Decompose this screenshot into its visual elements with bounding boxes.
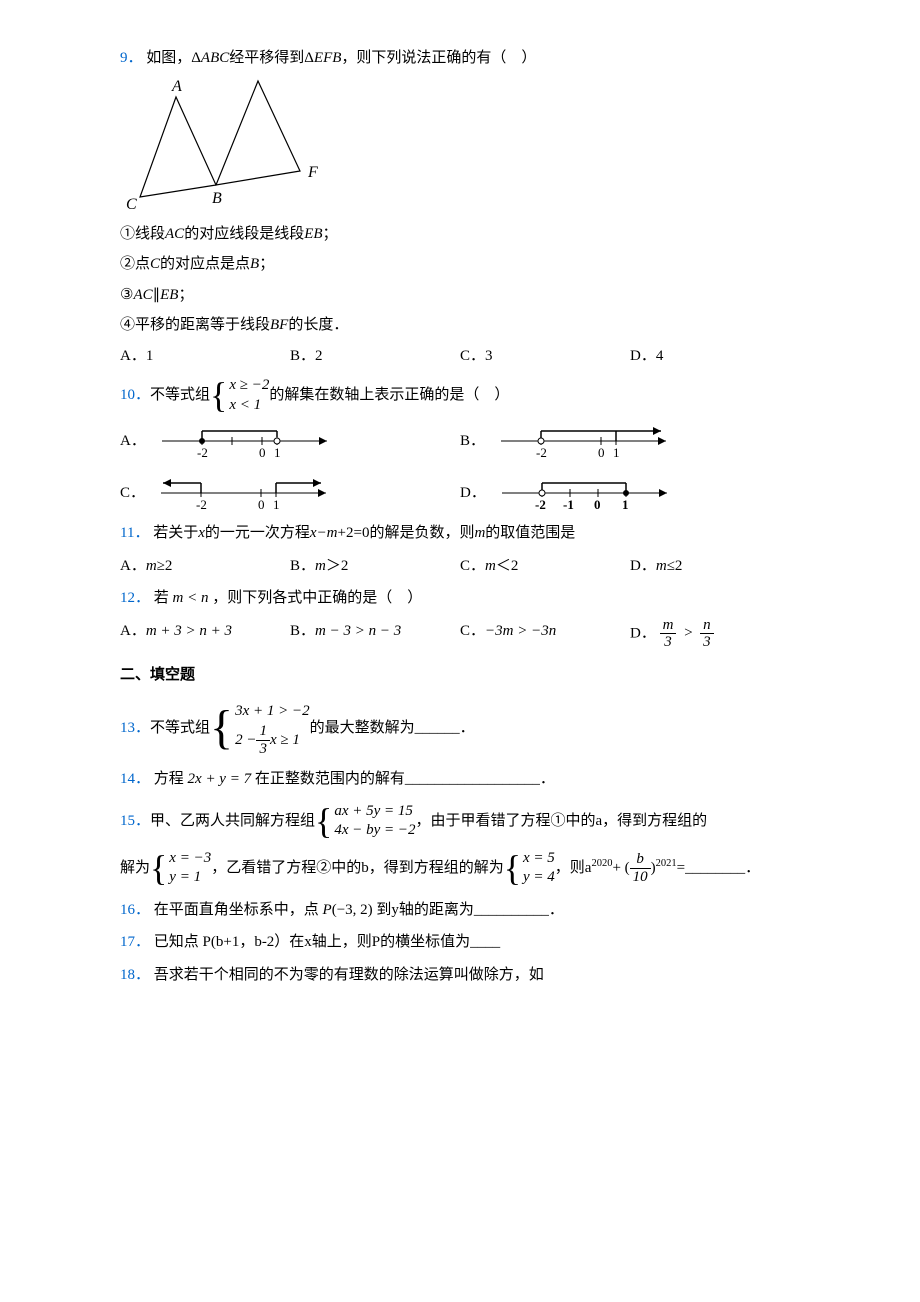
- q9-text: 如图，ΔABC经平移得到ΔEFB，则下列说法正确的有（ ）: [146, 50, 536, 66]
- svg-text:0: 0: [598, 445, 605, 460]
- svg-text:B: B: [212, 190, 222, 207]
- q15-text-mid1: ，由于甲看错了方程①中的a，得到方程组的: [416, 807, 708, 836]
- svg-text:-2: -2: [535, 497, 546, 512]
- svg-text:0: 0: [259, 445, 266, 460]
- q10-numlines: A． -2 0 1 B． -2 0 1: [120, 419, 800, 515]
- question-16: 16． 在平面直角坐标系中，点 P(−3, 2) 到y轴的距离为________…: [120, 896, 800, 925]
- svg-text:1: 1: [273, 497, 280, 512]
- question-17: 17． 已知点 P(b+1，b-2）在x轴上，则P的横坐标值为____: [120, 928, 800, 957]
- q15-text-mid3: ，则a2020+: [555, 854, 621, 883]
- triangles-svg: A C B E F: [120, 79, 330, 214]
- q17-text: 已知点 P(b+1，b-2）在x轴上，则P的横坐标值为____: [154, 934, 500, 950]
- q9-option-a[interactable]: A．1: [120, 342, 290, 371]
- q9-figure: A C B E F: [120, 79, 800, 214]
- q15-text-mid2: ，乙看错了方程②中的b，得到方程组的解为: [211, 854, 504, 883]
- q13-system: { 3x + 1 > −2 2 − 13 x ≥ 1: [210, 699, 310, 757]
- q9-stmt-2: ②点C的对应点是点B；: [120, 250, 800, 279]
- q12-options: A．m + 3 > n + 3 B．m − 3 > n − 3 C．−3m > …: [120, 617, 800, 651]
- svg-text:0: 0: [258, 497, 265, 512]
- q18-text: 吾求若干个相同的不为零的有理数的除法运算叫做除方，如: [154, 967, 544, 983]
- svg-text:E: E: [253, 79, 264, 81]
- question-12: 12． 若 m < n ，则下列各式中正确的是（ ）: [120, 584, 800, 613]
- q9-number: 9．: [120, 50, 143, 66]
- q12-option-b[interactable]: B．m − 3 > n − 3: [290, 617, 460, 651]
- svg-text:-2: -2: [197, 445, 208, 460]
- q11-option-b[interactable]: B．m＞2: [290, 552, 460, 581]
- svg-text:C: C: [126, 196, 137, 213]
- q10-text-before: 不等式组: [150, 381, 210, 410]
- q14-text: 方程 2x + y = 7 在正整数范围内的解有________________…: [154, 771, 555, 787]
- q12-option-c[interactable]: C．−3m > −3n: [460, 617, 630, 651]
- svg-text:-1: -1: [563, 497, 574, 512]
- question-15-line1: 15． 甲、乙两人共同解方程组 { ax + 5y = 15 4x − by =…: [120, 802, 707, 841]
- numberline-d-svg: -2 -1 0 1: [492, 471, 682, 515]
- question-15-line2: 解为 { x = −3 y = 1 ，乙看错了方程②中的b，得到方程组的解为 {…: [120, 849, 621, 888]
- q10-option-d[interactable]: D． -2 -1 0 1: [460, 471, 800, 515]
- numberline-b-svg: -2 0 1: [491, 419, 681, 463]
- q16-number: 16．: [120, 902, 150, 918]
- svg-text:0: 0: [594, 497, 601, 512]
- svg-text:1: 1: [274, 445, 281, 460]
- question-11: 11． 若关于x的一元一次方程x−m+2=0的解是负数，则m的取值范围是: [120, 519, 800, 548]
- q11-option-a[interactable]: A．m≥2: [120, 552, 290, 581]
- q15-system-3: { x = 5 y = 4: [504, 849, 555, 888]
- q9-option-d[interactable]: D．4: [630, 342, 800, 371]
- svg-text:1: 1: [613, 445, 620, 460]
- question-18: 18． 吾求若干个相同的不为零的有理数的除法运算叫做除方，如: [120, 961, 800, 990]
- q13-text-after: 的最大整数解为______．: [310, 714, 475, 743]
- numberline-a-svg: -2 0 1: [152, 419, 342, 463]
- q9-stmt-4: ④平移的距离等于线段BF的长度．: [120, 311, 800, 340]
- q11-option-d[interactable]: D．m≤2: [630, 552, 800, 581]
- q12-number: 12．: [120, 590, 150, 606]
- q10-system: { x ≥ −2 x < 1: [210, 376, 269, 415]
- svg-text:-2: -2: [536, 445, 547, 460]
- q9-stmt-3: ③AC∥EB；: [120, 281, 800, 310]
- q15-number: 15．: [120, 807, 150, 836]
- section-2-heading: 二、填空题: [120, 661, 800, 690]
- q15-tail-frac: b 10: [630, 851, 651, 885]
- question-10: 10． 不等式组 { x ≥ −2 x < 1 的解集在数轴上表示正确的是（ ）: [120, 376, 509, 415]
- svg-text:A: A: [171, 79, 182, 95]
- q9-options: A．1 B．2 C．3 D．4: [120, 342, 800, 371]
- q11-options: A．m≥2 B．m＞2 C．m＜2 D．m≤2: [120, 552, 800, 581]
- question-14: 14． 方程 2x + y = 7 在正整数范围内的解有____________…: [120, 765, 800, 794]
- q15-system-1: { ax + 5y = 15 4x − by = −2: [315, 802, 415, 841]
- q10-option-b[interactable]: B． -2 0 1: [460, 419, 800, 463]
- q18-number: 18．: [120, 967, 150, 983]
- q11-number: 11．: [120, 525, 149, 541]
- numberline-c-svg: -2 0 1: [151, 471, 341, 515]
- q11-option-c[interactable]: C．m＜2: [460, 552, 630, 581]
- q15-tail-text: )2021=________．: [651, 854, 760, 883]
- svg-text:F: F: [307, 164, 318, 181]
- q14-number: 14．: [120, 771, 150, 787]
- q15-text-before: 甲、乙两人共同解方程组: [150, 807, 315, 836]
- q9-stmt-1: ①线段AC的对应线段是线段EB；: [120, 220, 800, 249]
- q11-text: 若关于x的一元一次方程x−m+2=0的解是负数，则m的取值范围是: [153, 525, 575, 541]
- question-15-line3: ( b 10 )2021=________．: [625, 851, 760, 885]
- q12-option-d[interactable]: D． m3 > n3: [630, 617, 800, 651]
- q10-number: 10．: [120, 381, 150, 410]
- q12-option-a[interactable]: A．m + 3 > n + 3: [120, 617, 290, 651]
- q16-text: 在平面直角坐标系中，点 P(−3, 2) 到y轴的距离为__________．: [154, 902, 564, 918]
- svg-text:1: 1: [622, 497, 629, 512]
- svg-text:-2: -2: [196, 497, 207, 512]
- q17-number: 17．: [120, 934, 150, 950]
- q13-number: 13．: [120, 714, 150, 743]
- question-13: 13． 不等式组 { 3x + 1 > −2 2 − 13 x ≥ 1 的最大整…: [120, 699, 475, 757]
- q13-text-before: 不等式组: [150, 714, 210, 743]
- q10-option-a[interactable]: A． -2 0 1: [120, 419, 460, 463]
- q10-option-c[interactable]: C． -2 0 1: [120, 471, 460, 515]
- question-9: 9． 如图，ΔABC经平移得到ΔEFB，则下列说法正确的有（ ）: [120, 44, 800, 73]
- q9-option-c[interactable]: C．3: [460, 342, 630, 371]
- q12-text: 若 m < n ，则下列各式中正确的是（ ）: [154, 590, 423, 606]
- q9-statements: ①线段AC的对应线段是线段EB； ②点C的对应点是点B； ③AC∥EB； ④平移…: [120, 220, 800, 340]
- q9-option-b[interactable]: B．2: [290, 342, 460, 371]
- q15-system-2: { x = −3 y = 1: [150, 849, 211, 888]
- q10-text-after: 的解集在数轴上表示正确的是（ ）: [269, 381, 509, 410]
